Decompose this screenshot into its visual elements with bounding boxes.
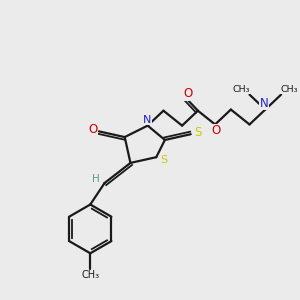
Text: CH₃: CH₃: [233, 85, 250, 94]
Text: H: H: [92, 174, 100, 184]
Text: S: S: [161, 155, 168, 165]
Text: O: O: [184, 87, 193, 100]
Text: CH₃: CH₃: [81, 270, 99, 280]
Text: O: O: [88, 123, 97, 136]
Text: S: S: [194, 126, 202, 139]
Text: N: N: [143, 115, 151, 125]
Text: CH₃: CH₃: [280, 85, 298, 94]
Text: O: O: [211, 124, 220, 137]
Text: N: N: [260, 97, 268, 110]
